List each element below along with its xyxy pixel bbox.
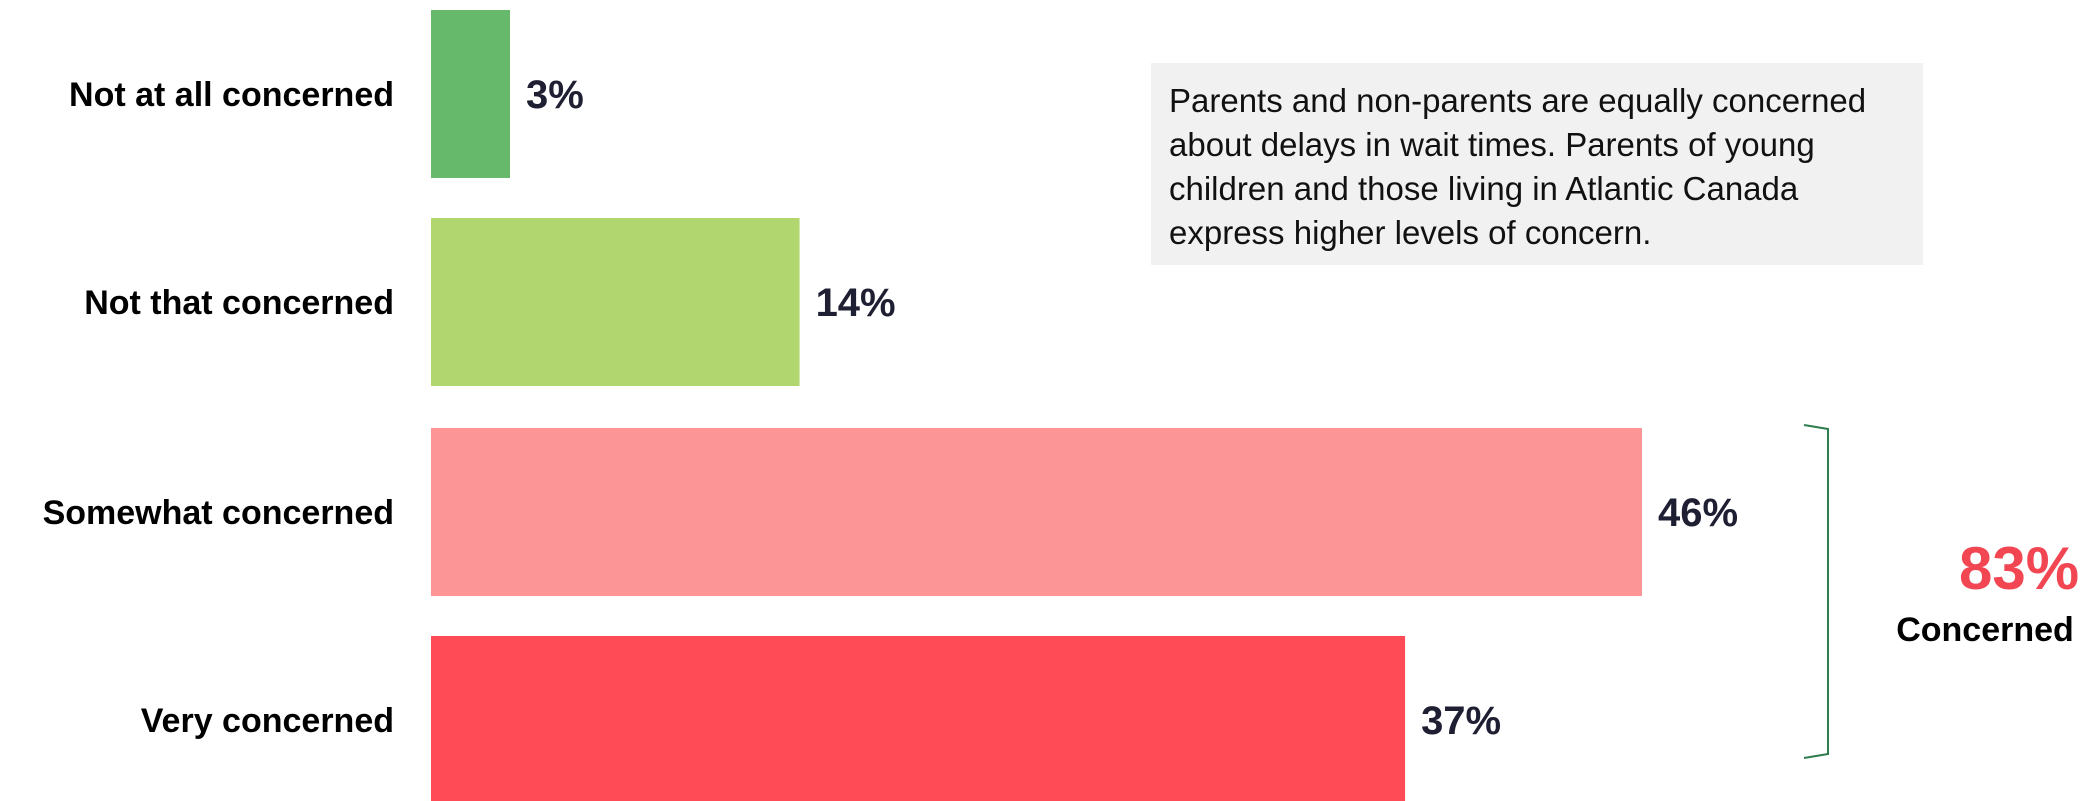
category-label-very-concerned: Very concerned (141, 702, 394, 740)
bar-not-at-all-concerned (431, 10, 510, 178)
bars-layer (431, 10, 1642, 801)
bar-not-that-concerned (431, 218, 800, 386)
value-labels: 3% 14% 46% 37% (526, 73, 1738, 743)
category-label-not-that-concerned: Not that concerned (84, 284, 394, 322)
category-label-somewhat-concerned: Somewhat concerned (43, 494, 394, 532)
category-label-not-at-all-concerned: Not at all concerned (69, 76, 394, 114)
concerned-bracket (1803, 424, 1829, 759)
category-labels: Not at all concerned Not that concerned So… (43, 76, 394, 740)
concerned-total-caption: Concerned (1896, 611, 2074, 649)
value-label-somewhat-concerned: 46% (1658, 491, 1738, 535)
value-label-not-at-all-concerned: 3% (526, 73, 584, 117)
bar-very-concerned (431, 636, 1406, 801)
concerned-total-value: 83% (1959, 535, 2079, 602)
value-label-very-concerned: 37% (1421, 699, 1501, 743)
value-label-not-that-concerned: 14% (816, 281, 896, 325)
insight-note: Parents and non-parents are equally conc… (1151, 63, 1923, 265)
bar-somewhat-concerned (431, 428, 1642, 596)
